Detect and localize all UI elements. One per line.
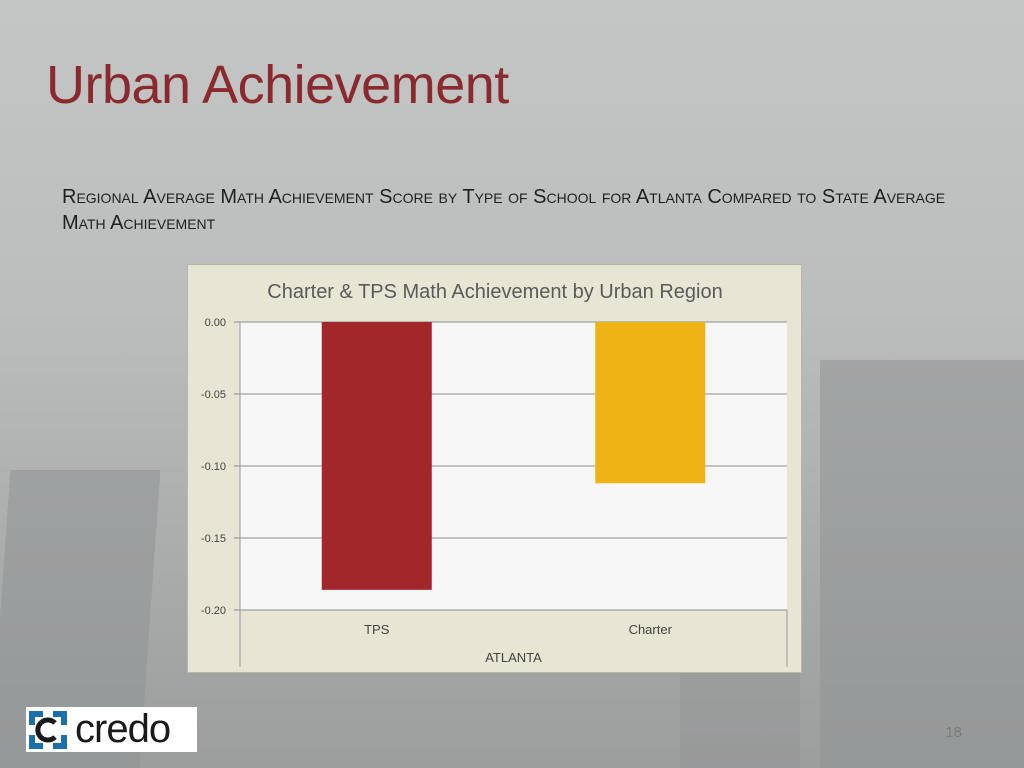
slide-subtitle: Regional Average Math Achievement Score … [62,186,946,234]
x-category-label: TPS [364,622,390,637]
page-number: 18 [945,724,962,741]
x-category-label: Charter [629,622,673,637]
y-tick-label: 0.00 [205,317,226,329]
y-tick-label: -0.20 [201,605,226,617]
y-tick-label: -0.15 [201,533,226,545]
credo-logo-icon [29,710,67,749]
bar-charter [595,322,706,484]
slide-title: Urban Achievement [46,55,509,115]
chart-title: Charter & TPS Math Achievement by Urban … [267,281,722,303]
chart-container: Charter & TPS Math Achievement by Urban … [187,264,802,673]
credo-logo: credo [26,707,197,752]
logo-wordmark: credo [75,707,171,751]
bar-tps [321,322,432,590]
y-tick-label: -0.05 [201,389,226,401]
x-group-label: ATLANTA [485,650,542,665]
y-tick-label: -0.10 [201,461,226,473]
bar-chart: Charter & TPS Math Achievement by Urban … [201,281,788,667]
